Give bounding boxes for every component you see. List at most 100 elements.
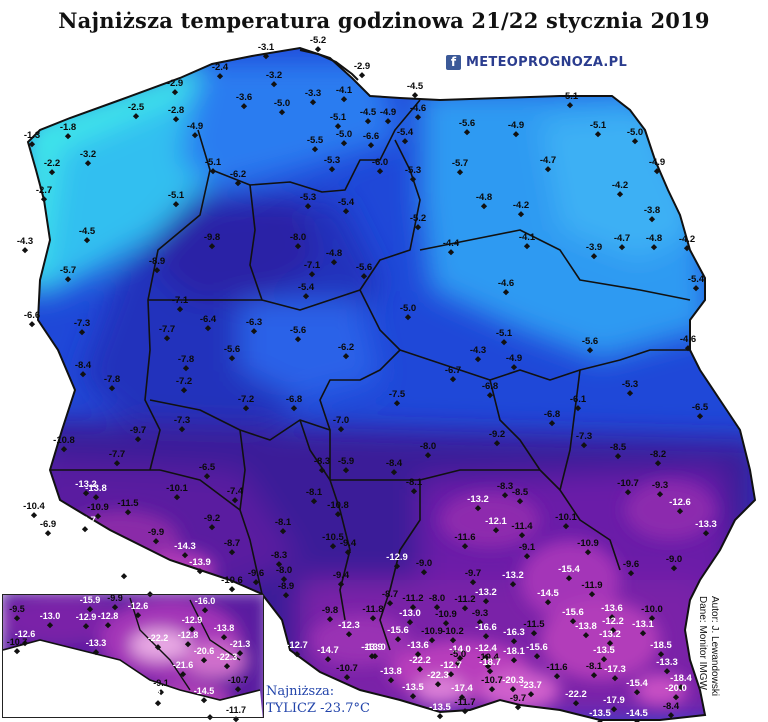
station: -5.6: [356, 262, 372, 280]
station: -1.8: [60, 122, 76, 140]
station-value: -13.6: [407, 640, 429, 651]
station-value: -22.3: [217, 652, 238, 662]
station: -5.6: [290, 325, 306, 343]
station-value: -5.1: [168, 190, 185, 201]
station-value: -10.8: [327, 500, 349, 511]
station-value: -1.8: [60, 122, 76, 133]
station-marker: [454, 660, 462, 667]
station: -10.4: [23, 501, 46, 519]
station-value: -11.4: [511, 521, 533, 532]
station-value: -4.9: [508, 120, 524, 131]
station-value: -5.5: [307, 135, 324, 146]
station: -13.6: [601, 603, 623, 621]
station: -5.1: [496, 328, 513, 346]
station: -1.3: [24, 130, 40, 148]
station: -7.5: [389, 389, 406, 407]
station-value: -10.6: [221, 575, 243, 586]
station: -13.0: [399, 608, 421, 626]
station: -9.2: [489, 429, 505, 447]
station-value: -5.0: [400, 303, 416, 314]
station: -14.7: [317, 645, 339, 663]
station: -8.3: [314, 456, 330, 474]
station-marker: [434, 681, 442, 688]
map-title: Najniższa temperatura godzinowa 21/22 st…: [58, 8, 710, 33]
station-value: -11.9: [581, 580, 602, 591]
station: -11.8: [362, 604, 384, 622]
station-value: -6.6: [24, 310, 40, 321]
station-value: -12.6: [669, 497, 691, 508]
station-value: -22.3: [427, 670, 449, 681]
station-value: -22.2: [565, 689, 587, 700]
station-marker: [492, 527, 500, 534]
facebook-icon[interactable]: f: [446, 54, 461, 70]
station-value: -4.8: [646, 233, 662, 244]
station-marker: [409, 604, 417, 611]
station: -8.7: [382, 589, 398, 607]
station-marker: [411, 92, 419, 99]
station-marker: [482, 654, 490, 661]
station-value: -9.1: [519, 542, 536, 553]
station-value: -13.5: [593, 645, 615, 656]
station-value: -3.3: [305, 88, 321, 99]
station-value: -5.9: [338, 456, 354, 467]
station: -11.4: [511, 521, 533, 539]
station: -9.3: [472, 608, 488, 626]
station-value: -4.2: [679, 234, 695, 245]
station-marker: [240, 103, 248, 110]
station-marker: [302, 293, 310, 300]
station-value: -12.6: [128, 601, 149, 611]
station-value: -10.8: [53, 435, 75, 446]
station-marker: [582, 632, 590, 639]
station-value: -15.6: [562, 607, 584, 618]
station-value: -8.9: [278, 581, 294, 592]
station-marker: [474, 505, 482, 512]
station: -13.2: [467, 494, 489, 512]
station: -8.3: [271, 550, 287, 568]
station-marker: [293, 651, 301, 658]
station-value: -4.3: [17, 236, 33, 247]
station: -5.9: [338, 456, 354, 474]
voivodeship-borders: [50, 99, 691, 651]
station: -18.7: [479, 657, 501, 675]
station-marker: [44, 530, 52, 537]
station-value: -10.5: [322, 532, 344, 543]
station: -8.1: [306, 487, 323, 505]
station-marker: [404, 314, 412, 321]
station-value: -9.3: [472, 608, 488, 619]
station-value: -8.5: [610, 442, 627, 453]
station-marker: [670, 565, 678, 572]
station-value: -10.9: [421, 626, 443, 637]
station-marker: [530, 630, 538, 637]
station-value: -13.3: [656, 657, 678, 668]
site-logo[interactable]: f METEOPROGNOZA.PL: [446, 52, 627, 72]
station-value: -20.6: [194, 646, 215, 656]
station-marker: [294, 336, 302, 343]
station: -12.9: [386, 552, 408, 570]
station-value: -3.2: [80, 149, 96, 160]
station-value: -7.2: [238, 394, 254, 405]
station: -10.9: [435, 609, 457, 627]
station: -18.4: [670, 673, 693, 691]
station-marker: [250, 328, 258, 335]
station: -8.0: [420, 441, 436, 459]
station: -14.5: [626, 708, 649, 722]
station-value: -2.9: [354, 61, 370, 72]
station-value: -8.1: [306, 487, 323, 498]
station: -2.2: [44, 158, 60, 176]
station: -6.3: [246, 317, 262, 335]
station-value: -9.0: [666, 554, 682, 565]
station: -15.6: [562, 607, 584, 625]
station-value: -6.1: [570, 394, 587, 405]
station-value: -10.9: [87, 502, 109, 513]
station-value: -13.9: [361, 642, 383, 653]
station-marker: [64, 133, 72, 140]
station: -9.0: [416, 558, 432, 576]
station-value: -13.5: [402, 682, 424, 693]
station-value: -16.0: [195, 596, 216, 606]
station-marker: [484, 663, 492, 670]
station-value: -4.6: [680, 334, 696, 345]
station-marker: [28, 141, 36, 148]
station: -10.5: [322, 532, 345, 550]
station-value: -11.5: [523, 619, 545, 630]
station: -3.2: [80, 149, 96, 167]
